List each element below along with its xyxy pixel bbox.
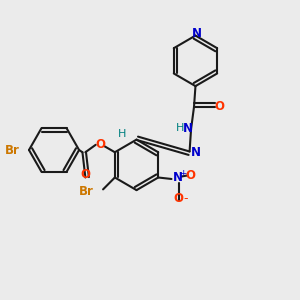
Text: O: O (174, 192, 184, 205)
Text: O: O (95, 138, 105, 151)
Text: N: N (172, 171, 182, 184)
Text: N: N (192, 27, 202, 40)
Text: H: H (176, 123, 184, 133)
Text: -: - (183, 192, 188, 205)
Text: Br: Br (79, 185, 94, 198)
Text: H: H (118, 129, 127, 139)
Text: N: N (182, 122, 193, 135)
Text: O: O (214, 100, 224, 113)
Text: O: O (186, 169, 196, 182)
Text: Br: Br (5, 143, 20, 157)
Text: N: N (191, 146, 201, 160)
Text: O: O (80, 168, 90, 181)
Text: +: + (178, 169, 186, 178)
